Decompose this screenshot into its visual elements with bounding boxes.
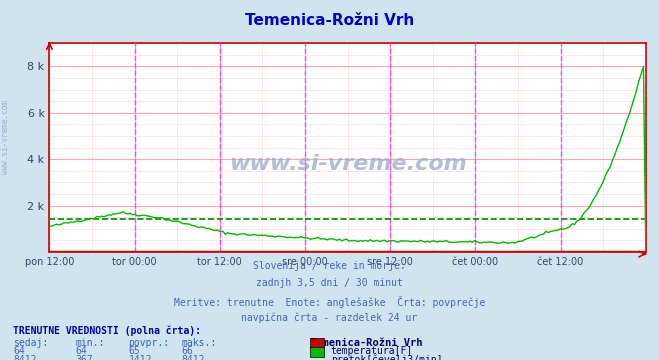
Text: 66: 66: [181, 346, 193, 356]
Text: sedaj:: sedaj:: [13, 338, 48, 348]
Text: povpr.:: povpr.:: [129, 338, 169, 348]
Text: 64: 64: [13, 346, 25, 356]
Text: navpična črta - razdelek 24 ur: navpična črta - razdelek 24 ur: [241, 313, 418, 323]
Text: pretok[čevelj3/min]: pretok[čevelj3/min]: [331, 355, 442, 360]
Text: 1412: 1412: [129, 355, 152, 360]
Text: temperatura[F]: temperatura[F]: [331, 346, 413, 356]
Text: 64: 64: [76, 346, 88, 356]
Text: 367: 367: [76, 355, 94, 360]
Text: min.:: min.:: [76, 338, 105, 348]
Text: zadnjh 3,5 dni / 30 minut: zadnjh 3,5 dni / 30 minut: [256, 278, 403, 288]
Text: www.si-vreme.com: www.si-vreme.com: [1, 100, 10, 174]
Text: www.si-vreme.com: www.si-vreme.com: [229, 154, 467, 174]
Text: 8412: 8412: [181, 355, 205, 360]
Text: Slovenija / reke in morje.: Slovenija / reke in morje.: [253, 261, 406, 271]
Text: 65: 65: [129, 346, 140, 356]
Text: Temenica-Rožni Vrh: Temenica-Rožni Vrh: [310, 338, 422, 348]
Text: Meritve: trenutne  Enote: anglešaške  Črta: povprečje: Meritve: trenutne Enote: anglešaške Črta…: [174, 296, 485, 307]
Text: maks.:: maks.:: [181, 338, 216, 348]
Text: Temenica-Rožni Vrh: Temenica-Rožni Vrh: [245, 13, 414, 28]
Text: 8412: 8412: [13, 355, 37, 360]
Text: TRENUTNE VREDNOSTI (polna črta):: TRENUTNE VREDNOSTI (polna črta):: [13, 326, 201, 336]
